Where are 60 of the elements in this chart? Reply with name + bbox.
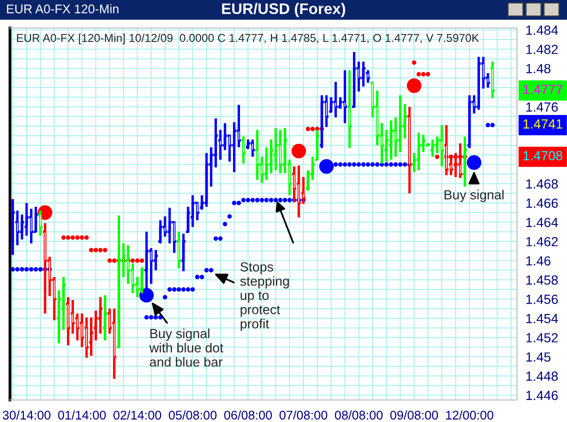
y-tick-label: 1.464 (526, 218, 558, 228)
y-tick-label: 1.484 (526, 25, 558, 35)
x-tick-label: 30/14:00 (2, 410, 50, 420)
y-tick-label: 1.468 (526, 179, 558, 189)
y-tick-label: 1.446 (526, 390, 558, 400)
annotation: Buy signal with blue dot and blue bar (149, 328, 224, 367)
y-tick-label: 1.46 (526, 256, 550, 266)
point (319, 159, 334, 174)
y-tick-label: 1.48 (526, 64, 550, 74)
point (107, 258, 112, 263)
point (89, 248, 94, 252)
y-tick-label: 1.458 (526, 275, 558, 285)
point (80, 235, 84, 240)
y-tick-label: 1.476 (526, 102, 558, 112)
point (94, 248, 98, 252)
point (292, 144, 306, 158)
x-tick-label: 02/14:00 (113, 410, 162, 420)
x-tick-label: 09/08:00 (390, 410, 438, 420)
point (416, 72, 421, 76)
text: 1.4708 (524, 151, 562, 160)
chart-subtitle: EUR A0-FX 120-Min (7, 4, 118, 14)
point (310, 126, 315, 132)
y-tick-label: 1.466 (526, 198, 558, 208)
point (306, 126, 310, 132)
y-tick-label: 1.45 (526, 352, 550, 362)
x-tick-label: 01/14:00 (58, 410, 106, 420)
point (130, 258, 135, 263)
x-tick-label: 07/08:00 (280, 410, 328, 420)
point (70, 235, 75, 240)
point (466, 155, 482, 170)
x-tick-label: 06/08:00 (224, 410, 272, 420)
chart-title: EUR/USD (Forex) (222, 2, 346, 18)
point (406, 78, 422, 93)
point (412, 60, 416, 65)
point (140, 258, 144, 263)
x-tick-label: 05/08:00 (168, 410, 217, 420)
point (84, 235, 89, 240)
point (426, 72, 430, 76)
point (421, 72, 426, 76)
point (61, 235, 66, 240)
y-tick-label: 1.482 (526, 44, 558, 54)
x-tick-label: 12/00:00 (446, 410, 494, 420)
point (75, 235, 80, 240)
point (102, 248, 108, 252)
annotation: Stops stepping up to protect profit (240, 262, 289, 332)
y-tick-label: 1.462 (526, 236, 558, 246)
y-tick-label: 1.454 (526, 314, 558, 324)
x-tick-label: 08/08:00 (334, 410, 383, 420)
y-tick-label: 1.448 (526, 372, 558, 381)
annotation: EUR A0-FX [120-Min] 10/12/09 0.0000 C 1.4777, H 1.4785, L 1.4771, O 1.4777, V 7.5970K (17, 34, 479, 44)
text: 1.4777 (524, 84, 562, 94)
point (135, 258, 140, 263)
y-tick-label: 1.456 (526, 294, 558, 304)
y-tick-label: 1.452 (526, 333, 558, 342)
point (434, 154, 440, 159)
text: 1.4741 (524, 119, 562, 128)
point (66, 235, 70, 240)
point (98, 248, 103, 252)
point (112, 258, 116, 263)
annotation: Buy signal (444, 190, 504, 202)
